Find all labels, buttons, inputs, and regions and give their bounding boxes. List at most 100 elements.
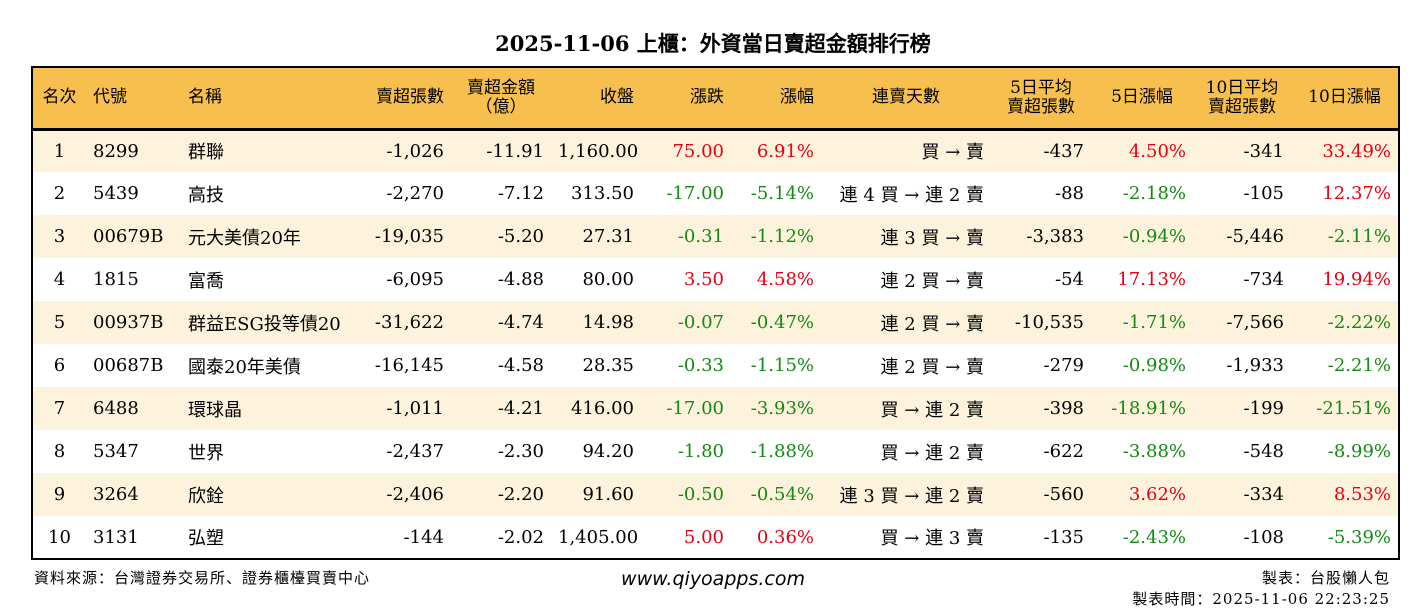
ranking-table: 名次 代號 名稱 賣超張數 賣超金額 （億） 收盤 漲跌 漲幅 連賣天數 5日平均 賣超張數 5日漲… [31, 66, 1400, 560]
cell-avg10-net-sell: -199 [1193, 387, 1291, 430]
cell-close: 91.60 [551, 473, 641, 516]
generated-time: 製表時間：2025-11-06 22:23:25 [1132, 590, 1390, 608]
cell-net-sell-shares: -2,437 [351, 430, 451, 473]
header-pct5: 5日漲幅 [1091, 67, 1193, 131]
cell-close: 94.20 [551, 430, 641, 473]
cell-name: 高技 [181, 172, 351, 215]
cell-streak: 連 2 買 → 賣 [821, 301, 991, 344]
cell-net-sell-shares: -1,011 [351, 387, 451, 430]
cell-net-sell-amount: -2.20 [451, 473, 551, 516]
cell-pct10: 12.37% [1291, 172, 1399, 215]
website-link[interactable]: www.qiyoapps.com [621, 568, 805, 590]
cell-pct10: -2.21% [1291, 344, 1399, 387]
cell-streak: 連 3 買 → 連 2 賣 [821, 473, 991, 516]
cell-name: 群益ESG投等債20 [181, 301, 351, 344]
cell-change: 3.50 [641, 258, 731, 301]
header-avg5-net-sell: 5日平均 賣超張數 [991, 67, 1091, 131]
cell-close: 80.00 [551, 258, 641, 301]
cell-pct5: 3.62% [1091, 473, 1193, 516]
cell-rank: 4 [32, 258, 86, 301]
header-close: 收盤 [551, 67, 641, 131]
cell-change: -0.33 [641, 344, 731, 387]
cell-avg5-net-sell: -135 [991, 516, 1091, 559]
cell-rank: 3 [32, 215, 86, 258]
cell-net-sell-shares: -16,145 [351, 344, 451, 387]
table-row: 10 3131 弘塑 -144 -2.02 1,405.00 5.00 0.36% 買 → 連 … [32, 516, 1399, 559]
table-row: 5 00937B 群益ESG投等債20 -31,622 -4.74 14.98 -0.07-… [32, 301, 1399, 344]
cell-avg5-net-sell: -10,535 [991, 301, 1091, 344]
cell-change-pct: -5.14% [731, 172, 821, 215]
cell-avg5-net-sell: -3,383 [991, 215, 1091, 258]
cell-pct5: -1.71% [1091, 301, 1193, 344]
cell-avg10-net-sell: -734 [1193, 258, 1291, 301]
cell-rank: 1 [32, 129, 86, 172]
table-row: 2 5439 高技 -2,270 -7.12 313.50 -17.00 -5.14% 連 4 … [32, 172, 1399, 215]
cell-change-pct: 6.91% [731, 129, 821, 172]
cell-net-sell-shares: -6,095 [351, 258, 451, 301]
cell-streak: 買 → 連 3 賣 [821, 516, 991, 559]
cell-change: -1.80 [641, 430, 731, 473]
cell-code: 5347 [86, 430, 181, 473]
cell-net-sell-shares: -1,026 [351, 129, 451, 172]
cell-net-sell-amount: -2.02 [451, 516, 551, 559]
table-row: 1 8299 群聯 -1,026 -11.91 1,160.00 75.00 6.91% 買 →… [32, 129, 1399, 172]
table-row: 3 00679B 元大美債20年 -19,035 -5.20 27.31 -0.31 -1.1… [32, 215, 1399, 258]
cell-avg5-net-sell: -279 [991, 344, 1091, 387]
cell-code: 3131 [86, 516, 181, 559]
cell-change-pct: -1.15% [731, 344, 821, 387]
cell-close: 28.35 [551, 344, 641, 387]
cell-avg10-net-sell: -105 [1193, 172, 1291, 215]
cell-name: 群聯 [181, 129, 351, 172]
cell-change-pct: -3.93% [731, 387, 821, 430]
table-row: 6 00687B 國泰20年美債 -16,145 -4.58 28.35 -0.33 -1.1… [32, 344, 1399, 387]
header-change: 漲跌 [641, 67, 731, 131]
cell-pct10: 19.94% [1291, 258, 1399, 301]
cell-pct5: -0.94% [1091, 215, 1193, 258]
table-row: 4 1815 富喬 -6,095 -4.88 80.00 3.50 4.58% 連 2 買 → … [32, 258, 1399, 301]
cell-streak: 連 4 買 → 連 2 賣 [821, 172, 991, 215]
cell-streak: 連 2 買 → 賣 [821, 258, 991, 301]
cell-pct10: -5.39% [1291, 516, 1399, 559]
cell-code: 00937B [86, 301, 181, 344]
cell-change: -0.07 [641, 301, 731, 344]
cell-change: -17.00 [641, 387, 731, 430]
cell-pct10: 8.53% [1291, 473, 1399, 516]
cell-net-sell-amount: -4.21 [451, 387, 551, 430]
cell-rank: 5 [32, 301, 86, 344]
cell-pct10: 33.49% [1291, 129, 1399, 172]
header-change-pct: 漲幅 [731, 67, 821, 131]
cell-net-sell-shares: -144 [351, 516, 451, 559]
cell-avg5-net-sell: -88 [991, 172, 1091, 215]
page-title: 2025-11-06 上櫃：外資當日賣超金額排行榜 [495, 31, 931, 56]
cell-rank: 7 [32, 387, 86, 430]
cell-avg10-net-sell: -334 [1193, 473, 1291, 516]
cell-code: 00687B [86, 344, 181, 387]
cell-streak: 買 → 連 2 賣 [821, 387, 991, 430]
cell-avg10-net-sell: -548 [1193, 430, 1291, 473]
header-name: 名稱 [181, 67, 351, 131]
header-streak: 連賣天數 [821, 67, 991, 131]
cell-avg5-net-sell: -560 [991, 473, 1091, 516]
header-net-sell-amount: 賣超金額 （億） [451, 67, 551, 131]
cell-close: 27.31 [551, 215, 641, 258]
cell-close: 416.00 [551, 387, 641, 430]
header-code: 代號 [86, 67, 181, 131]
cell-streak: 買 → 賣 [821, 129, 991, 172]
cell-rank: 8 [32, 430, 86, 473]
cell-avg5-net-sell: -437 [991, 129, 1091, 172]
cell-code: 00679B [86, 215, 181, 258]
cell-pct5: -0.98% [1091, 344, 1193, 387]
table-row: 9 3264 欣銓 -2,406 -2.20 91.60 -0.50 -0.54% 連 3 買 … [32, 473, 1399, 516]
cell-net-sell-amount: -4.58 [451, 344, 551, 387]
cell-code: 1815 [86, 258, 181, 301]
cell-rank: 2 [32, 172, 86, 215]
cell-pct10: -2.11% [1291, 215, 1399, 258]
cell-pct5: 17.13% [1091, 258, 1193, 301]
cell-avg10-net-sell: -7,566 [1193, 301, 1291, 344]
cell-change-pct: -1.12% [731, 215, 821, 258]
cell-code: 3264 [86, 473, 181, 516]
cell-code: 8299 [86, 129, 181, 172]
cell-change: 5.00 [641, 516, 731, 559]
cell-streak: 買 → 連 2 賣 [821, 430, 991, 473]
table-header-row: 名次 代號 名稱 賣超張數 賣超金額 （億） 收盤 漲跌 漲幅 連賣天數 5日平均 賣超張數 5日漲… [32, 67, 1399, 131]
